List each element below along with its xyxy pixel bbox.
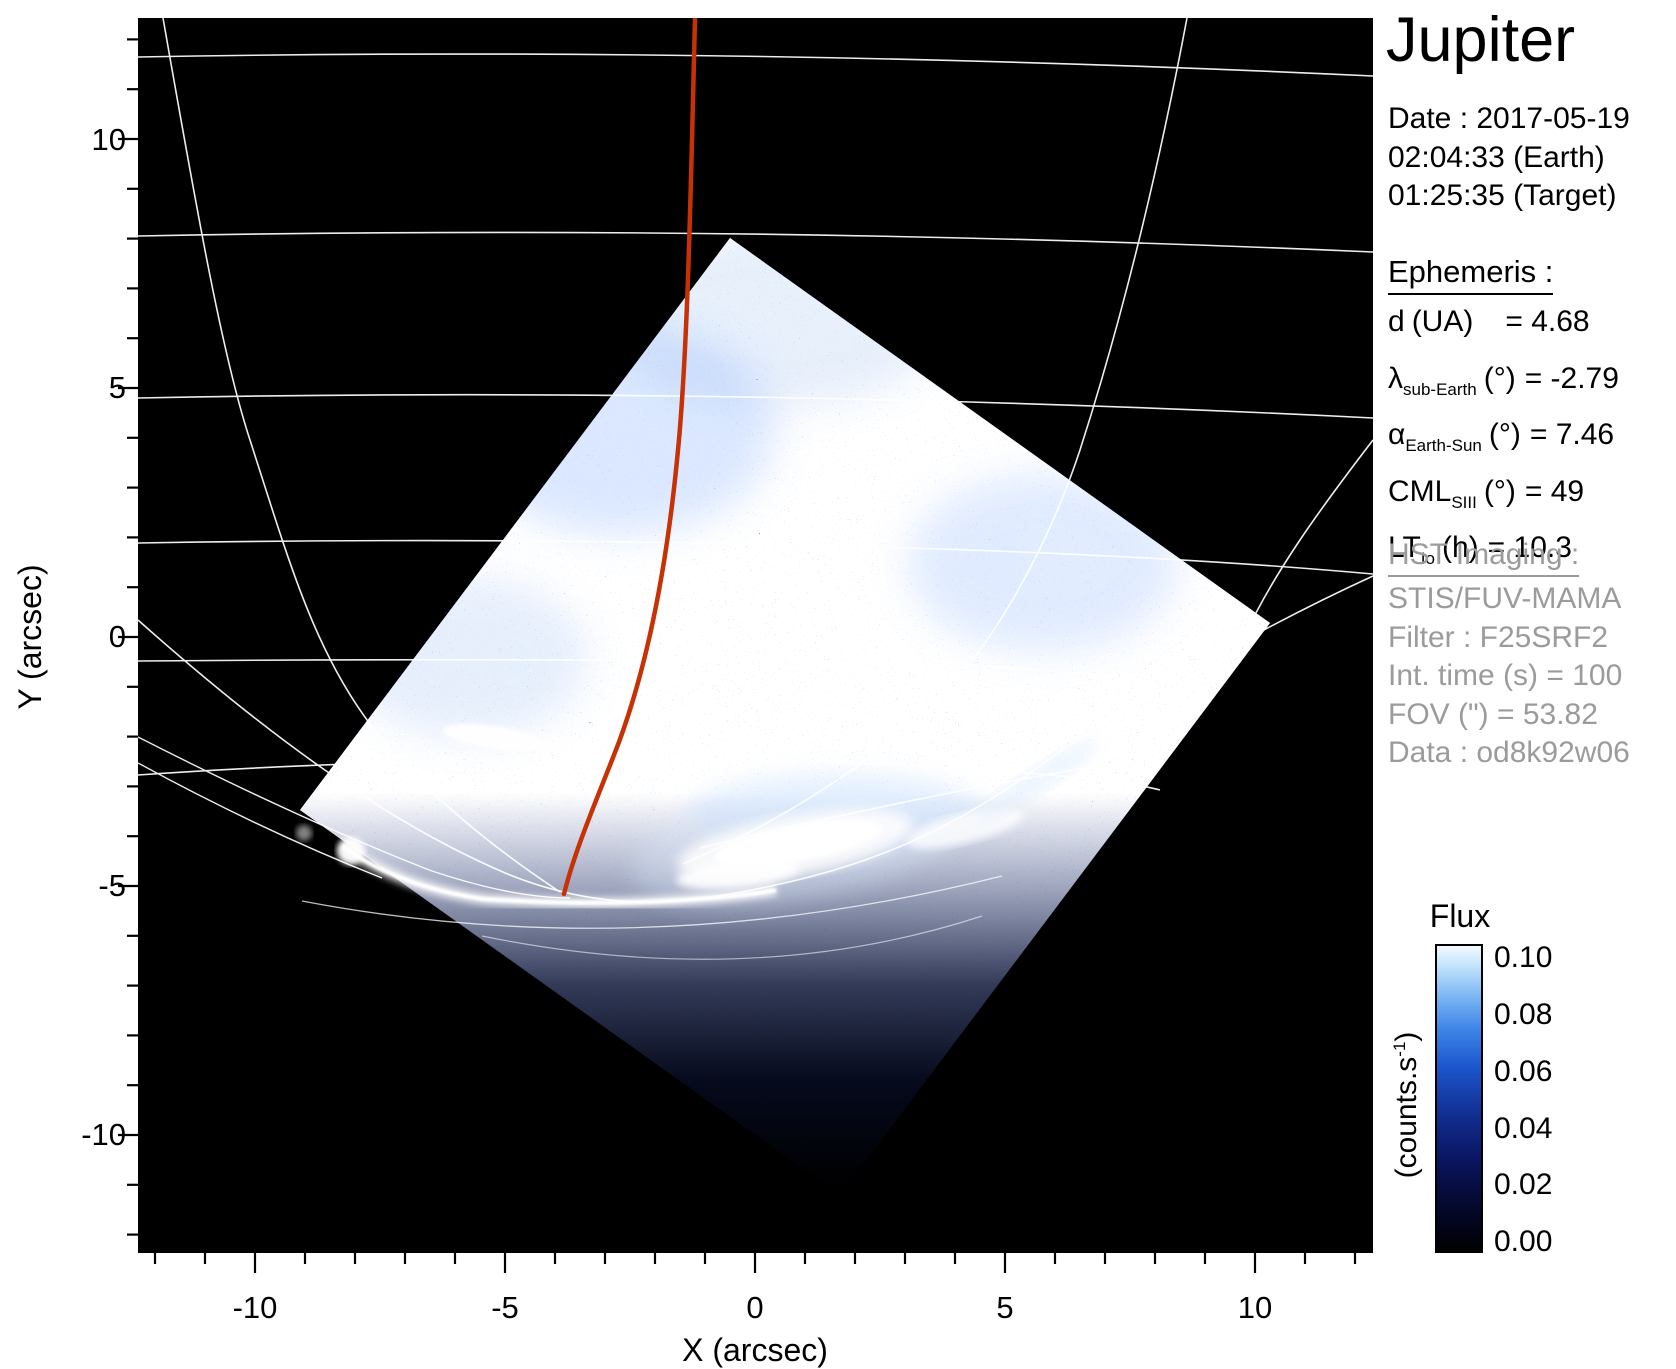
planet-graticule [138,18,1373,960]
x-tick-label: 0 [746,1290,764,1325]
aurora-detached-dash [443,724,543,750]
planet-limb [138,575,1373,903]
colorbar-tick-label: 0.06 [1494,1055,1553,1088]
x-tick-label: 10 [1237,1290,1273,1325]
quantity-symbol: λ [1388,361,1403,395]
oval-curve [699,767,1086,849]
x-tick-label: -10 [232,1290,278,1325]
parallel-line [138,53,1373,77]
unit-exponent: -1 [1390,1041,1409,1057]
parallel-line [138,758,1161,791]
parallel-line [138,539,1373,575]
ephemeris-row-cml: CMLSIII (°) = 49 [1388,469,1619,526]
ephemeris-row-io-local-time: LTIo (h) = 10.3 [1388,525,1619,582]
quantity-value: = 4.68 [1505,305,1590,338]
parallel-line [138,658,1201,691]
date-line: Date : 2017-05-19 [1388,102,1630,135]
quantity-symbol: α [1388,418,1406,451]
quantity-value: = 49 [1524,474,1585,508]
quantity-unit: (°) [1488,418,1521,451]
earth-time-line: 02:04:33 (Earth) [1388,140,1605,174]
quantity-symbol: CML [1388,474,1452,508]
sub-limb-arc [481,915,983,960]
sub-limb-arc [301,875,1003,929]
y-tick-label: 10 [91,122,126,157]
quantity-subscript: SIII [1451,492,1477,512]
axis-ticks [118,38,1357,1273]
colorbar-unit-label: (counts.s-1) [1390,970,1424,1240]
aurora-emission [296,724,1098,908]
y-tick-label: -10 [81,1117,126,1152]
figure-title: Jupiter [1386,5,1576,75]
quantity-symbol: d [1388,305,1405,338]
sub-limb-arc [138,762,383,879]
aurora-right-extension [906,807,1024,849]
quantity-unit: (°) [1483,361,1516,395]
quantity-unit: (h) [1441,531,1479,564]
ephemeris-table: d (UA) = 4.68 λsub-Earth (°) = -2.79 αEarth-… [1388,299,1619,582]
hst-imaging-heading: HST Imaging : [1388,538,1580,577]
ephemeris-heading: Ephemeris : [1388,254,1554,295]
sub-limb-arc [138,736,571,899]
meridian-line [1235,439,1373,657]
ephemeris-row-phase-angle: αEarth-Sun (°) = 7.46 [1388,412,1619,469]
observation-datetime: Date : 2017-05-19 02:04:33 (Earth) 01:25… [1388,100,1630,216]
quantity-value: = -2.79 [1524,361,1619,395]
ephemeris-row-distance: d (UA) = 4.68 [1388,299,1619,356]
quantity-symbol: LT [1388,531,1421,564]
ephemeris-row-subearth-latitude: λsub-Earth (°) = -2.79 [1388,356,1619,413]
unit-prefix: (counts.s [1390,1056,1423,1179]
meridian-line [682,18,1188,865]
colorbar-tick-label: 0.04 [1494,1112,1553,1145]
x-axis-label: X (arcsec) [682,1332,828,1368]
quantity-subscript: sub-Earth [1403,379,1477,399]
filter-line: Filter : F25SRF2 [1388,620,1609,654]
colorbar-tick-label: 0.08 [1494,998,1553,1031]
instrument-line: STIS/FUV-MAMA [1388,582,1622,615]
dataset-line: Data : od8k92w06 [1388,736,1630,770]
y-tick-label: -5 [98,868,126,903]
quantity-value: = 10.3 [1487,531,1572,564]
y-tick-label: 5 [108,370,126,405]
hst-imaging-details: STIS/FUV-MAMA Filter : F25SRF2 Int. time… [1388,580,1630,773]
colorbar-title: Flux [1429,898,1491,934]
quantity-value: = 7.46 [1529,418,1615,451]
fov-line: FOV (") = 53.82 [1388,697,1598,731]
parallel-line [138,393,1373,419]
parallel-line [138,231,1373,253]
central-meridian-red-line [561,18,698,897]
x-tick-label: -5 [491,1290,519,1325]
integration-time-line: Int. time (s) = 100 [1388,659,1623,693]
quantity-unit: (°) [1483,474,1516,508]
quantity-subscript: Earth-Sun [1405,436,1482,455]
x-tick-label: 5 [996,1290,1014,1325]
unit-suffix: ) [1390,1031,1423,1042]
quantity-subscript: Io [1420,549,1435,568]
aurora-main-blob [714,819,882,867]
colorbar-tick-label: 0.02 [1494,1168,1553,1201]
quantity-unit: (UA) [1411,305,1474,338]
colorbar-tick-label: 0.10 [1494,941,1553,974]
colorbar [1435,944,1483,1253]
target-time-line: 01:25:35 (Target) [1388,179,1617,213]
y-tick-label: 0 [108,619,126,654]
colorbar-tick-label: 0.00 [1494,1225,1553,1258]
meridian-line [162,18,561,893]
